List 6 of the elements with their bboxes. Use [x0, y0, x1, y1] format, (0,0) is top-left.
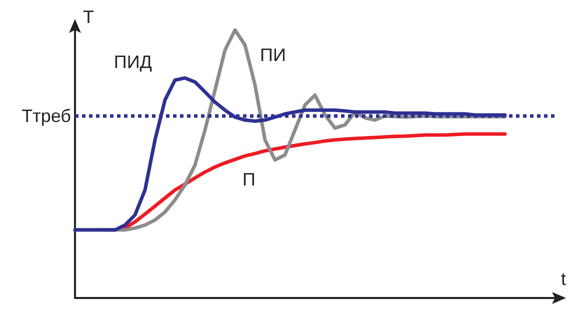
- series-label: ПИД: [114, 52, 152, 72]
- series-label: П: [242, 169, 256, 190]
- x-axis-title: t: [561, 269, 566, 289]
- ref-line-label: Ттреб: [22, 106, 71, 126]
- y-axis-title: Т: [83, 7, 94, 27]
- series-label: ПИ: [260, 44, 286, 65]
